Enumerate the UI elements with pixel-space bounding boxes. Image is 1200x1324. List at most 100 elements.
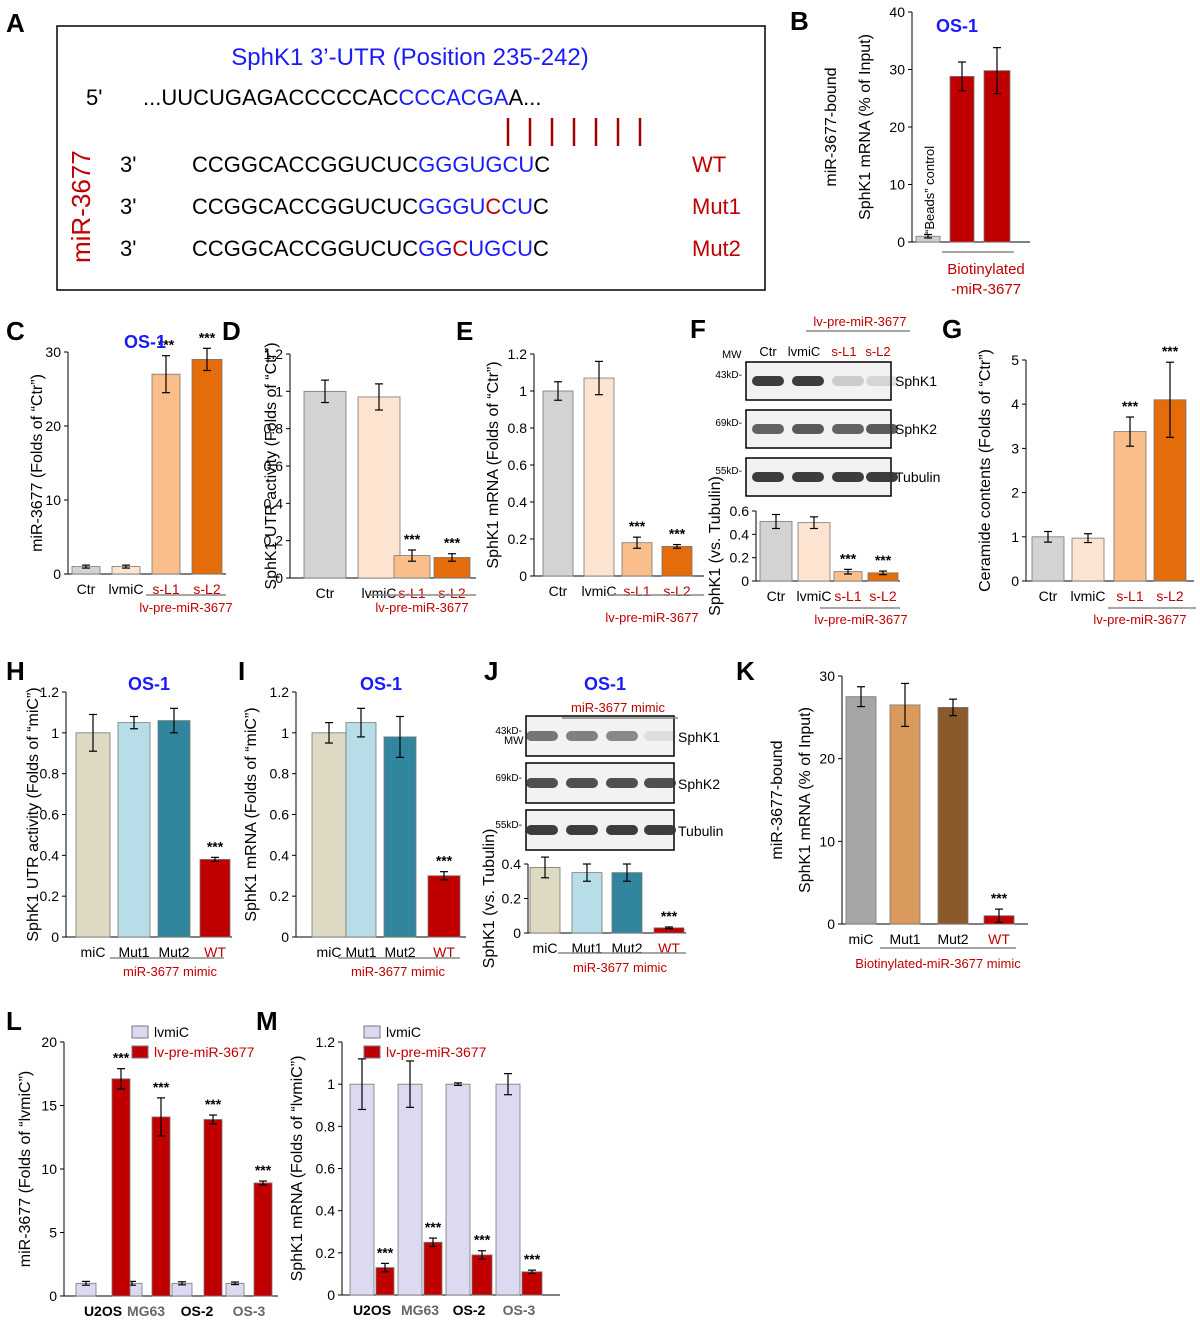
y-tick-label: 0.4 xyxy=(264,495,284,511)
y-tick-label: 0.8 xyxy=(40,766,60,782)
biotinylated-label-1: Biotinylated xyxy=(947,261,1025,278)
blot-f: MW Ctr lvmiC s-L1 s-L2 43kD- SphK1 69kD- SphK2 55… xyxy=(715,344,940,497)
category-label: MG63 xyxy=(401,1302,439,1318)
lv-pre-label-c: lv-pre-miR-3677 xyxy=(139,600,232,615)
category-label: s-L2 xyxy=(438,585,465,601)
panel-label-c: C xyxy=(6,316,25,346)
y-tick-label: 0 xyxy=(275,570,283,586)
blot-band xyxy=(526,778,558,788)
y-axis-label: miR-3677-bound xyxy=(823,67,840,186)
y-tick-label: 0 xyxy=(53,566,61,582)
os1-title-b: OS-1 xyxy=(936,16,978,36)
blot-band xyxy=(832,376,864,386)
y-tick-label: 0 xyxy=(897,234,905,250)
legend-label: lv-pre-miR-3677 xyxy=(386,1044,487,1060)
mir-variant-tag-0: WT xyxy=(692,152,726,177)
y-tick-label: 0 xyxy=(827,916,835,932)
bar xyxy=(845,696,877,925)
blot-band xyxy=(866,376,898,386)
category-label: U2OS xyxy=(84,1303,122,1319)
category-label: miC xyxy=(533,940,558,956)
bar xyxy=(542,390,574,577)
bar xyxy=(797,522,831,582)
bar xyxy=(1071,537,1105,582)
bar xyxy=(151,373,181,575)
y-tick-label: 0.8 xyxy=(316,1118,336,1134)
chart-b: 0 10 20 30 40 miR-3677-bound SphK1 mRNA (% of … xyxy=(823,4,1030,250)
category-label: s-L2 xyxy=(663,583,690,599)
category-label: MG63 xyxy=(127,1303,165,1319)
mir-variant-tag-1: Mut1 xyxy=(692,194,741,219)
lv-pre-label-f-top: lv-pre-miR-3677 xyxy=(813,314,906,329)
y-axis-label: SphK1 mRNA (% of Input) xyxy=(857,34,874,220)
chart-g: 0 1 2 3 4 5 Ceramide contents (Folds of “Ctr”)… xyxy=(977,343,1194,604)
significance-mark: *** xyxy=(875,552,892,568)
pairing-lines xyxy=(506,118,642,146)
category-label: s-L1 xyxy=(1116,588,1143,604)
panel-label-g: G xyxy=(942,314,962,344)
bar xyxy=(949,76,975,243)
category-label: Ctr xyxy=(316,585,335,601)
panel-a-alignment: SphK1 3’-UTR (Position 235-242) 5' ...UU… xyxy=(56,25,766,291)
bar xyxy=(117,722,151,938)
significance-mark: *** xyxy=(153,1079,170,1095)
lane-label: lvmiC xyxy=(788,344,821,359)
y-tick-label: 0 xyxy=(513,925,521,941)
category-label: U2OS xyxy=(353,1302,391,1318)
category-label: lvmiC xyxy=(109,581,144,597)
chart-i: 0 0.2 0.4 0.6 0.8 1 1.2 SphK1 mRNA (Folds of “m… xyxy=(243,684,466,960)
category-label: s-L1 xyxy=(152,581,179,597)
category-label: OS-2 xyxy=(453,1302,486,1318)
blot-band xyxy=(832,424,864,434)
y-tick-label: 20 xyxy=(819,751,835,767)
legend-swatch xyxy=(363,1045,381,1059)
category-label: Ctr xyxy=(77,581,96,597)
y-tick-label: 0.6 xyxy=(316,1161,336,1177)
mir-side-label: miR-3677 xyxy=(66,150,96,263)
panel-label-d: D xyxy=(222,316,241,346)
y-tick-label: 0 xyxy=(519,568,527,584)
category-label: s-L1 xyxy=(834,588,861,604)
bar xyxy=(191,358,223,575)
blot-band xyxy=(792,424,824,434)
bar xyxy=(75,732,111,938)
mir-seq-seed: UGCU xyxy=(468,236,533,261)
bar xyxy=(397,1083,423,1296)
panel-label-h: H xyxy=(6,656,25,686)
bar xyxy=(583,377,615,577)
y-tick-label: 10 xyxy=(41,1161,57,1177)
y-tick-label: 0.2 xyxy=(316,1245,336,1261)
y-tick-label: 0.8 xyxy=(264,421,284,437)
mir-sequence-row-0: CCGGCACCGGUCUCGGGUGCUC xyxy=(192,152,550,177)
panel-label-f: F xyxy=(690,314,706,344)
legend-label: lv-pre-miR-3677 xyxy=(154,1044,255,1060)
chart-l: 0 5 10 15 20 miR-3677 (Folds of “lvmiC”) *** **… xyxy=(17,1024,278,1319)
mir-seq-post: C xyxy=(533,194,549,219)
bar xyxy=(199,859,231,938)
y-tick-label: 0.2 xyxy=(40,888,60,904)
panel-label-b: B xyxy=(790,6,809,36)
blot-band xyxy=(526,731,558,741)
y-tick-label: 0 xyxy=(1011,573,1019,589)
utr-seq-end: A... xyxy=(508,85,541,110)
legend-swatch xyxy=(363,1025,381,1039)
significance-mark: *** xyxy=(205,1096,222,1112)
mir-seq-seed: GGGU xyxy=(418,194,485,219)
blot-band xyxy=(792,376,824,386)
blot-protein-label: Tubulin xyxy=(678,823,723,839)
category-label: Mut2 xyxy=(384,944,415,960)
bar xyxy=(471,1254,493,1296)
utr-5prime: 5' xyxy=(86,85,102,110)
mir-seq-pre: CCGGCACCGGUCUC xyxy=(192,194,418,219)
chart-m: 0 0.2 0.4 0.6 0.8 1 1.2 SphK1 mRNA (Folds of “l… xyxy=(289,1024,560,1318)
y-tick-label: 40 xyxy=(889,4,905,20)
bar xyxy=(225,1282,245,1297)
y-tick-label: 1 xyxy=(281,725,289,741)
mir-seq-pre: CCGGCACCGGUCUC xyxy=(192,236,418,261)
chart-f: 0 0.2 0.4 0.6 SphK1 (vs. Tubulin) Ctr lvmiC ***… xyxy=(707,476,900,616)
mir-variant-tag-2: Mut2 xyxy=(692,236,741,261)
mir-seq-seed: GGGUGCU xyxy=(418,152,534,177)
